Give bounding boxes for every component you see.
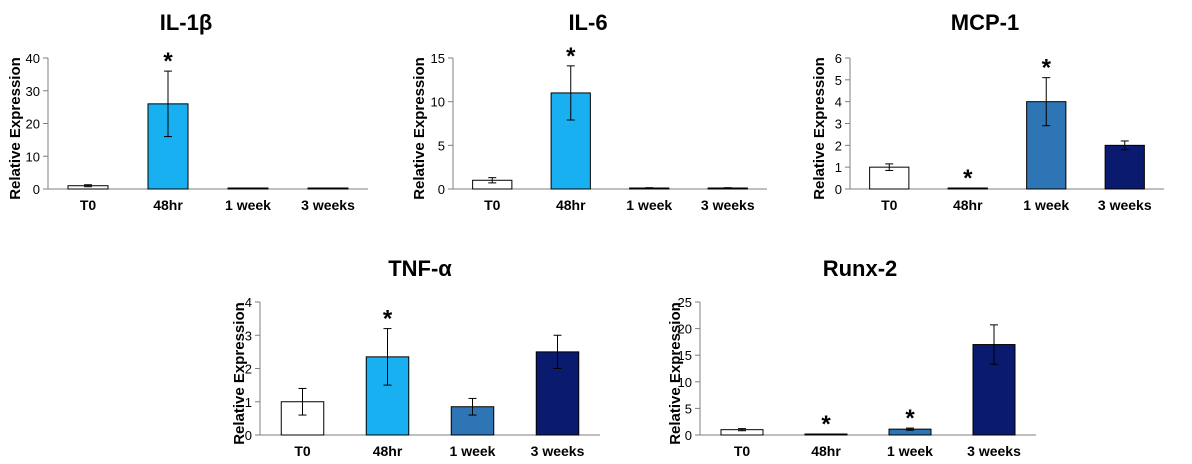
- y-tick-label: 0: [33, 182, 40, 197]
- y-tick-label: 1: [245, 395, 252, 410]
- y-axis-label: Relative Expression: [7, 57, 24, 200]
- y-tick-label: 30: [26, 84, 40, 99]
- y-tick-label: 40: [26, 51, 40, 66]
- x-tick-label: 3 weeks: [701, 197, 755, 213]
- x-tick-label: 48hr: [811, 443, 841, 459]
- y-tick-label: 5: [685, 401, 692, 416]
- y-axis-label: Relative Expression: [231, 302, 248, 445]
- y-tick-label: 0: [685, 428, 692, 443]
- x-tick-label: T0: [484, 197, 501, 213]
- bar-3-weeks: [1104, 144, 1145, 190]
- chart-title: IL-6: [568, 10, 607, 35]
- y-tick-label: 1: [835, 160, 842, 175]
- x-tick-label: 48hr: [373, 443, 403, 459]
- y-tick-label: 0: [438, 182, 445, 197]
- x-tick-label: 48hr: [556, 197, 586, 213]
- y-axis-label: Relative Expression: [811, 57, 828, 200]
- chart-panel-1: IL-6 Relative Expression 0 5 10 15 T0 * 48hr 1 we…: [411, 10, 767, 213]
- y-tick-label: 4: [245, 295, 252, 310]
- x-tick-label: 3 weeks: [967, 443, 1021, 459]
- chart-panel-0: IL-1β Relative Expression 0 10 20 30 40 T0 * 48hr…: [7, 10, 368, 213]
- y-tick-label: 3: [245, 328, 252, 343]
- y-tick-label: 5: [835, 73, 842, 88]
- chart-title: TNF-α: [388, 256, 452, 281]
- y-axis-label: Relative Expression: [667, 302, 684, 445]
- y-tick-label: 20: [26, 117, 40, 132]
- chart-panel-2: MCP-1 Relative Expression 0 1 2 3 4 5 6 T0 * 48hr * 1…: [811, 10, 1164, 213]
- x-tick-label: 3 weeks: [1098, 197, 1152, 213]
- y-tick-label: 15: [678, 348, 692, 363]
- x-tick-label: 1 week: [225, 197, 271, 213]
- y-tick-label: 2: [835, 138, 842, 153]
- x-tick-label: 3 weeks: [301, 197, 355, 213]
- y-tick-label: 6: [835, 51, 842, 66]
- y-tick-label: 3: [835, 117, 842, 132]
- significance-star: *: [383, 306, 393, 333]
- y-tick-label: 10: [26, 149, 40, 164]
- y-tick-label: 10: [431, 95, 445, 110]
- y-tick-label: 2: [245, 362, 252, 377]
- x-tick-label: T0: [80, 197, 97, 213]
- significance-star: *: [1042, 55, 1052, 82]
- x-tick-label: 1 week: [626, 197, 672, 213]
- y-axis-label: Relative Expression: [411, 57, 428, 200]
- x-tick-label: 1 week: [887, 443, 933, 459]
- y-tick-label: 15: [431, 51, 445, 66]
- significance-star: *: [963, 165, 973, 192]
- significance-star: *: [905, 405, 915, 432]
- x-tick-label: T0: [734, 443, 751, 459]
- y-tick-label: 10: [678, 375, 692, 390]
- chart-title: MCP-1: [951, 10, 1019, 35]
- x-tick-label: 1 week: [1023, 197, 1069, 213]
- x-tick-label: 1 week: [450, 443, 496, 459]
- significance-star: *: [163, 48, 173, 75]
- x-tick-label: 48hr: [953, 197, 983, 213]
- x-tick-label: T0: [881, 197, 898, 213]
- chart-title: Runx-2: [823, 256, 898, 281]
- significance-star: *: [821, 411, 831, 438]
- x-tick-label: 48hr: [153, 197, 183, 213]
- y-tick-label: 25: [678, 295, 692, 310]
- chart-panel-4: Runx-2 Relative Expression 0 5 10 15 20 25 T0 * 48…: [667, 256, 1036, 459]
- x-tick-label: T0: [294, 443, 311, 459]
- y-tick-label: 5: [438, 138, 445, 153]
- chart-title: IL-1β: [160, 10, 213, 35]
- y-tick-label: 4: [835, 95, 842, 110]
- significance-star: *: [566, 43, 576, 70]
- y-tick-label: 20: [678, 322, 692, 337]
- y-tick-label: 0: [835, 182, 842, 197]
- x-tick-label: 3 weeks: [531, 443, 585, 459]
- y-tick-label: 0: [245, 428, 252, 443]
